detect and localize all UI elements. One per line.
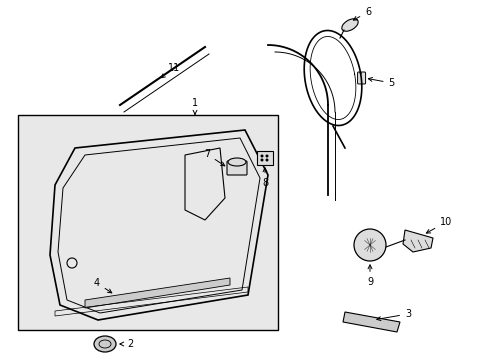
Ellipse shape (341, 19, 357, 31)
Text: 2: 2 (120, 339, 133, 349)
Polygon shape (85, 278, 229, 308)
Circle shape (260, 154, 263, 158)
Circle shape (260, 158, 263, 162)
FancyBboxPatch shape (257, 151, 272, 165)
Ellipse shape (227, 158, 245, 166)
FancyBboxPatch shape (357, 72, 365, 84)
Text: 1: 1 (192, 98, 198, 114)
Text: 10: 10 (426, 217, 451, 233)
FancyBboxPatch shape (226, 161, 246, 175)
Polygon shape (402, 230, 432, 252)
Circle shape (353, 229, 385, 261)
Bar (18, 115, 278, 330)
Text: 11: 11 (161, 63, 180, 78)
Text: 7: 7 (203, 149, 224, 166)
Ellipse shape (94, 336, 116, 352)
Polygon shape (342, 312, 399, 332)
Text: 5: 5 (367, 77, 394, 88)
Text: 9: 9 (366, 265, 372, 287)
Text: 3: 3 (376, 309, 410, 321)
Circle shape (265, 158, 268, 162)
Text: 4: 4 (94, 278, 112, 293)
Text: 6: 6 (353, 7, 370, 20)
Circle shape (265, 154, 268, 158)
Text: 8: 8 (262, 168, 267, 188)
